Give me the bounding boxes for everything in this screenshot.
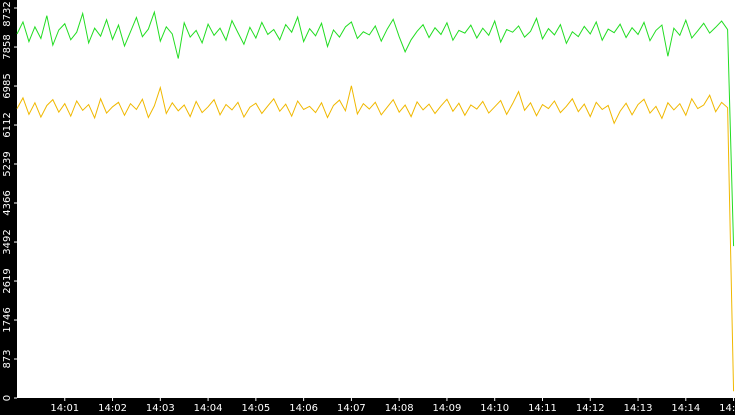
x-tick-label: 14:02: [98, 403, 127, 414]
y-tick-label: 3492: [2, 229, 13, 254]
y-axis-strip: [0, 0, 17, 415]
x-tick-label: 14:06: [289, 403, 318, 414]
y-tick-label: 6112: [2, 112, 13, 137]
y-tick-label: 5239: [2, 151, 13, 176]
y-tick-label: 4366: [2, 190, 13, 215]
x-tick-label: 14:12: [576, 403, 605, 414]
y-tick-label: 873: [2, 349, 13, 368]
y-tick-label: 1746: [2, 307, 13, 332]
x-tick-label: 14:05: [241, 403, 270, 414]
x-tick-label: 14:09: [433, 403, 462, 414]
series-line: [16, 10, 735, 247]
x-tick-label: 14:01: [50, 403, 79, 414]
y-tick-label: 6985: [2, 73, 13, 98]
x-tick-label: 14:08: [385, 403, 414, 414]
y-tick-label: 8732: [2, 1, 13, 26]
x-tick-label: 14:10: [480, 403, 509, 414]
x-axis-strip: [0, 398, 735, 415]
x-tick-label: 14:04: [194, 403, 223, 414]
y-tick-label: 2619: [2, 268, 13, 293]
y-tick-label: 0: [2, 395, 13, 401]
y-tick-label: 7858: [2, 34, 13, 59]
x-tick-label: 14:07: [337, 403, 366, 414]
x-tick-label: 14:11: [528, 403, 557, 414]
x-tick-label: 14:14: [671, 403, 700, 414]
series-line: [16, 85, 735, 392]
x-tick-label: 14:03: [146, 403, 175, 414]
x-tick-label: 14:13: [624, 403, 653, 414]
x-tick-label: 14:15: [719, 403, 735, 414]
